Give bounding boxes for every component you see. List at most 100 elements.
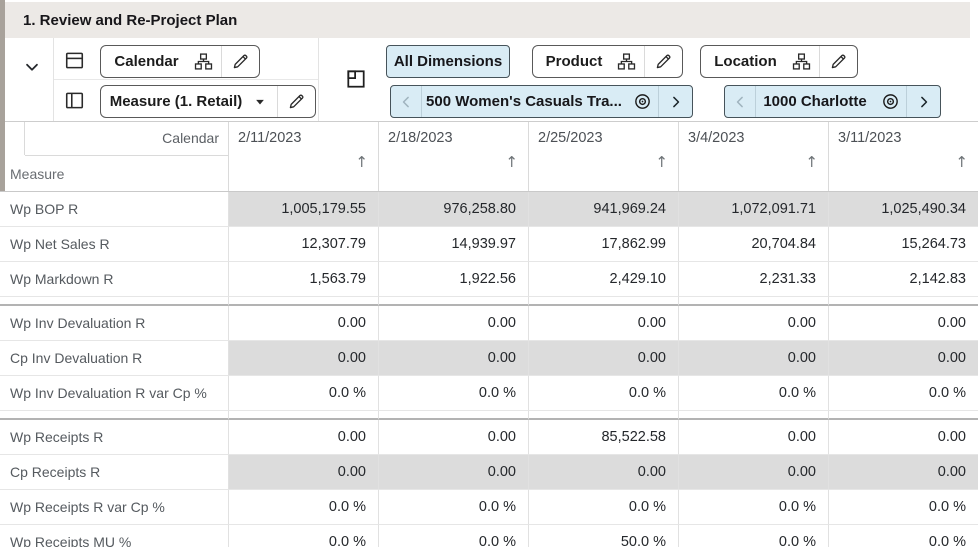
edit-product-filter-button[interactable] [644,46,682,77]
row-header[interactable]: Wp Inv Devaluation R [0,306,228,341]
grid-cell[interactable]: 1,563.79 [228,262,378,297]
grid-cell[interactable]: 0.00 [828,420,978,455]
column-header[interactable]: 3/11/2023 ↑ [828,122,978,191]
row-header[interactable]: Wp Receipts R [0,420,228,455]
grid-cell[interactable]: 0.0 % [828,525,978,547]
grid-cell[interactable]: 12,307.79 [228,227,378,262]
grid-cell[interactable]: 20,704.84 [678,227,828,262]
edit-column-axis-button[interactable] [277,86,315,117]
pivot-grid: Calendar Measure 2/11/2023 ↑ 2/18/2023 ↑ 2/2… [0,122,978,547]
measure-row: Wp Markdown R 1,563.79 1,922.56 2,429.10 2,2… [0,262,978,297]
grid-cell[interactable]: 941,969.24 [528,192,678,227]
grid-cell[interactable]: 85,522.58 [528,420,678,455]
column-header[interactable]: 3/4/2023 ↑ [678,122,828,191]
column-header[interactable]: 2/18/2023 ↑ [378,122,528,191]
grid-cell[interactable]: 976,258.80 [378,192,528,227]
row-header[interactable]: Wp Net Sales R [0,227,228,262]
grid-cell[interactable]: 0.00 [828,341,978,376]
grid-cell[interactable]: 0.0 % [828,490,978,525]
column-header[interactable]: 2/11/2023 ↑ [228,122,378,191]
grid-cell[interactable]: 2,429.10 [528,262,678,297]
grid-cell[interactable]: 50.0 % [528,525,678,547]
column-dimension-label: Calendar [162,130,219,146]
grid-cell[interactable]: 0.0 % [378,490,528,525]
grid-cell[interactable]: 0.0 % [228,525,378,547]
measure-row: Wp Inv Devaluation R var Cp % 0.0 % 0.0 % 0… [0,376,978,411]
sort-ascending-icon: ↑ [805,153,818,171]
bullseye-icon [633,92,652,111]
grid-cell[interactable]: 0.00 [378,306,528,341]
grid-cell[interactable]: 14,939.97 [378,227,528,262]
block-separator [0,297,978,306]
grid-cell[interactable]: 0.00 [378,341,528,376]
grid-cell[interactable]: 0.0 % [378,525,528,547]
window-panes-icon [345,68,367,90]
bullseye-icon [881,92,900,111]
grid-cell[interactable]: 1,072,091.71 [678,192,828,227]
grid-cell[interactable]: 0.0 % [378,376,528,411]
grid-cell[interactable]: 0.00 [228,341,378,376]
pencil-icon [231,52,250,71]
grid-cell[interactable]: 0.0 % [828,376,978,411]
grid-cell[interactable]: 0.0 % [528,376,678,411]
position-chip-product: 500 Women's Casuals Tra... [390,85,693,118]
next-position-button[interactable] [907,86,940,117]
column-header[interactable]: 2/25/2023 ↑ [528,122,678,191]
edit-location-filter-button[interactable] [819,46,857,77]
all-dimensions-button[interactable]: All Dimensions [386,45,510,78]
row-header[interactable]: Wp Inv Devaluation R var Cp % [0,376,228,411]
grid-cell[interactable]: 0.0 % [528,490,678,525]
grid-cell[interactable]: 0.00 [228,306,378,341]
previous-position-button[interactable] [725,86,755,117]
edit-row-axis-button[interactable] [221,46,259,77]
grid-cell[interactable]: 0.00 [528,306,678,341]
row-header[interactable]: Cp Inv Devaluation R [0,341,228,376]
row-header[interactable]: Wp Markdown R [0,262,228,297]
grid-cell[interactable]: 0.0 % [228,490,378,525]
grid-cell[interactable]: 1,922.56 [378,262,528,297]
previous-position-button[interactable] [391,86,421,117]
block-separator-cell [828,297,978,306]
page-title: 1. Review and Re-Project Plan [23,11,238,29]
row-header[interactable]: Wp Receipts MU % [0,525,228,547]
collapse-toolbar-button[interactable] [17,52,47,82]
dimension-chip-product[interactable]: Product [532,45,683,78]
grid-cell[interactable]: 0.0 % [678,376,828,411]
scope-button[interactable] [874,86,906,117]
grid-cell[interactable]: 0.00 [678,306,828,341]
row-axis-chip-label: Calendar [114,53,179,70]
grid-cell[interactable]: 0.00 [828,306,978,341]
grid-cell[interactable]: 2,142.83 [828,262,978,297]
column-axis-chip-label: Measure (1. Retail) [109,93,243,110]
grid-cell[interactable]: 0.00 [528,455,678,490]
grid-cell[interactable]: 0.00 [228,420,378,455]
grid-cell[interactable]: 0.00 [528,341,678,376]
grid-cell[interactable]: 0.0 % [678,490,828,525]
grid-cell[interactable]: 0.00 [378,420,528,455]
grid-cell[interactable]: 0.00 [678,341,828,376]
grid-cell[interactable]: 0.00 [678,420,828,455]
grid-cell[interactable]: 0.00 [228,455,378,490]
row-header[interactable]: Wp Receipts R var Cp % [0,490,228,525]
hierarchy-icon [790,52,819,71]
grid-cell[interactable]: 0.00 [828,455,978,490]
grid-cell[interactable]: 15,264.73 [828,227,978,262]
grid-cell[interactable]: 2,231.33 [678,262,828,297]
grid-cell[interactable]: 17,862.99 [528,227,678,262]
scope-button[interactable] [626,86,658,117]
next-position-button[interactable] [659,86,692,117]
row-dimension-label: Measure [10,166,65,182]
block-separator-cell [678,297,828,306]
row-axis-chip[interactable]: Calendar [100,45,260,78]
row-header[interactable]: Wp BOP R [0,192,228,227]
column-axis-chip[interactable]: Measure (1. Retail) [100,85,316,118]
grid-cell[interactable]: 0.0 % [228,376,378,411]
dimension-chip-location[interactable]: Location [700,45,858,78]
grid-cell[interactable]: 1,005,179.55 [228,192,378,227]
grid-cell[interactable]: 1,025,490.34 [828,192,978,227]
window-layout-button[interactable] [341,64,371,94]
grid-cell[interactable]: 0.0 % [678,525,828,547]
row-header[interactable]: Cp Receipts R [0,455,228,490]
grid-cell[interactable]: 0.00 [678,455,828,490]
grid-cell[interactable]: 0.00 [378,455,528,490]
